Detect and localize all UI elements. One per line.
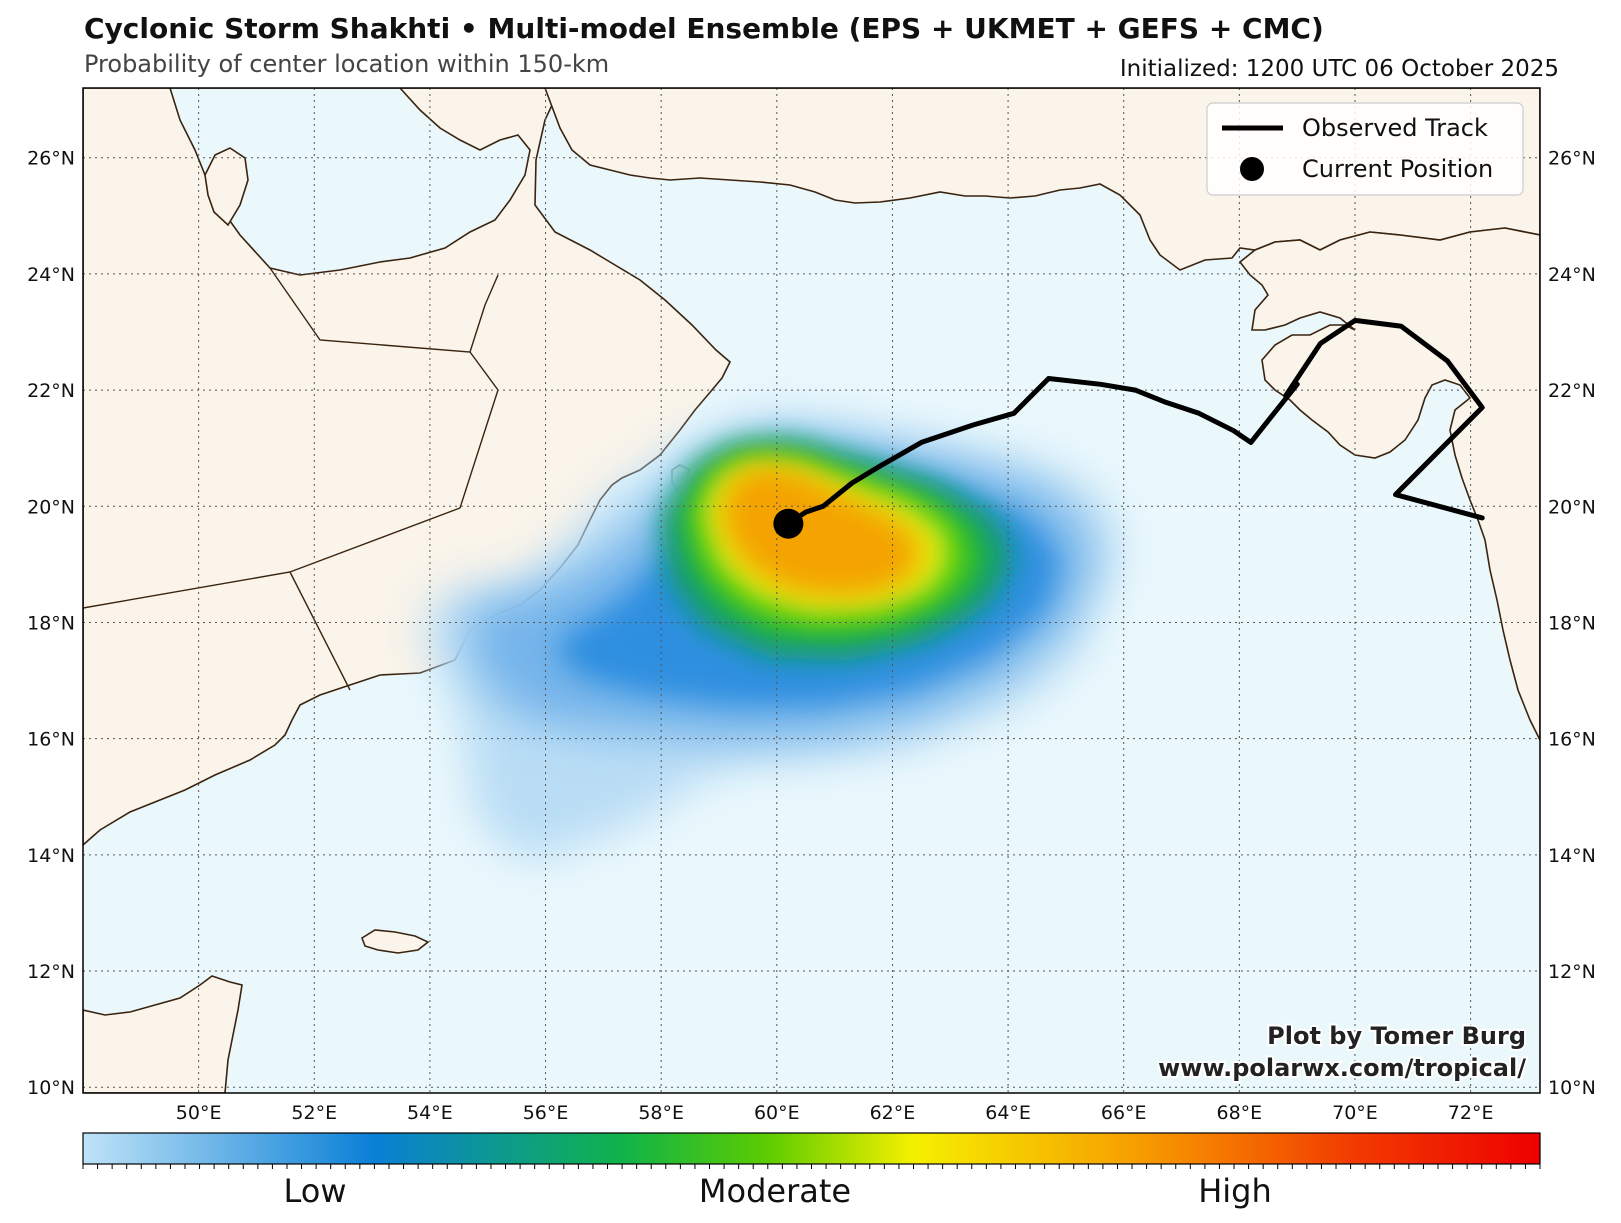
credit-url: www.polarwx.com/tropical/ [1158,1054,1526,1082]
lon-tick-label: 52°E [291,1102,337,1124]
lon-tick-label: 64°E [985,1102,1031,1124]
lat-tick-label-right: 26°N [1548,148,1596,170]
lat-tick-label-left: 20°N [27,496,75,518]
lat-tick-label-left: 26°N [27,148,75,170]
land-qatar [204,147,249,227]
lon-tick-label: 62°E [870,1102,916,1124]
legend: Observed Track Current Position [1206,102,1524,196]
colorbar-label-high: High [1198,1172,1272,1210]
lat-tick-label-left: 16°N [27,729,75,751]
legend-position-swatch [1240,157,1264,181]
lon-tick-label: 56°E [523,1102,569,1124]
map-area [83,88,1540,1093]
initialized-time: Initialized: 1200 UTC 06 October 2025 [1119,56,1559,82]
longitude-tick-labels: 50°E 52°E 54°E 56°E 58°E 60°E 62°E 64°E 66°E 68°E… [176,1102,1494,1124]
map-frame [82,87,1541,1094]
lon-tick-label: 60°E [754,1102,800,1124]
legend-position-label: Current Position [1302,155,1493,183]
colorbar: Low Moderate High [82,1132,1541,1210]
lat-tick-label-left: 10°N [27,1077,75,1099]
lon-tick-label: 72°E [1448,1102,1494,1124]
colorbar-label-moderate: Moderate [699,1172,851,1210]
lon-tick-label: 54°E [407,1102,453,1124]
observed-track-line [785,317,1485,527]
lat-tick-label-right: 10°N [1548,1077,1596,1099]
lat-tick-label-left: 24°N [27,264,75,286]
legend-box [1206,102,1524,196]
credit-author: Plot by Tomer Burg [1267,1022,1526,1050]
lat-tick-label-right: 14°N [1548,845,1596,867]
probability-field [425,415,1120,860]
lat-tick-label-right: 24°N [1548,264,1596,286]
latitude-tick-labels: 10°N 10°N 12°N 12°N 14°N 14°N 16°N 16°N 18°N 18°N… [27,148,1596,1099]
lat-tick-label-left: 18°N [27,612,75,634]
map-subtitle: Probability of center location within 15… [84,50,610,78]
colorbar-label-low: Low [283,1172,346,1210]
lon-tick-label: 66°E [1101,1102,1147,1124]
colorbar-ticks [82,1164,1541,1169]
current-position-marker [773,508,804,539]
island-socotra [361,929,430,954]
map-title: Cyclonic Storm Shakhti • Multi-model Ens… [84,12,1324,45]
lat-tick-label-left: 14°N [27,845,75,867]
lon-tick-label: 68°E [1217,1102,1263,1124]
lat-tick-label-left: 22°N [27,380,75,402]
land-horn-of-africa [83,975,243,1093]
lon-tick-label: 58°E [638,1102,684,1124]
lon-tick-label: 70°E [1332,1102,1378,1124]
lat-tick-label-right: 12°N [1548,961,1596,983]
colorbar-gradient [82,1132,1541,1165]
legend-track-label: Observed Track [1302,114,1488,142]
lat-tick-label-right: 16°N [1548,729,1596,751]
lat-tick-label-right: 18°N [1548,612,1596,634]
lon-tick-label: 50°E [176,1102,222,1124]
lat-tick-label-left: 12°N [27,961,75,983]
lat-tick-label-right: 20°N [1548,496,1596,518]
lat-tick-label-right: 22°N [1548,380,1596,402]
